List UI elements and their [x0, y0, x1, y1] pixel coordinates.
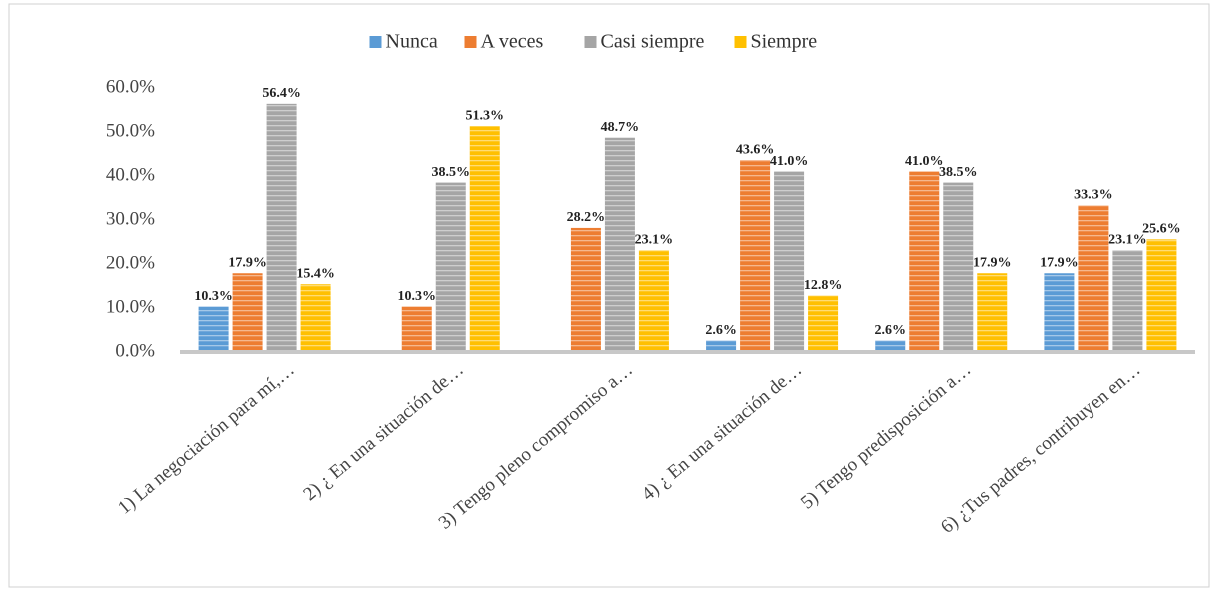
y-tick-label: 30.0%	[106, 208, 155, 229]
data-label: 51.3%	[466, 108, 505, 123]
data-label: 43.6%	[736, 142, 775, 157]
x-tick-label: 6) ¿Tus padres, contribuyen en…	[937, 359, 1144, 538]
data-label: 17.9%	[973, 255, 1012, 270]
legend-label: A veces	[481, 31, 544, 53]
x-tick-label: 3) Tengo pleno compromiso a…	[435, 359, 637, 533]
legend-swatch	[584, 36, 597, 48]
bar-texture	[740, 160, 771, 352]
legend-swatch	[369, 36, 382, 48]
bar-texture	[706, 340, 737, 352]
y-tick-label: 40.0%	[106, 164, 155, 185]
y-tick-label: 10.0%	[106, 296, 155, 317]
bar-texture	[1146, 239, 1177, 352]
bar-texture	[1078, 205, 1109, 352]
data-label: 38.5%	[939, 165, 978, 180]
bar-texture	[875, 340, 906, 352]
x-tick-label: 1) La negociación para mí,…	[114, 359, 298, 519]
data-label: 10.3%	[398, 289, 437, 304]
bar-texture	[943, 182, 974, 352]
data-label: 12.8%	[804, 278, 843, 293]
legend-label: Casi siempre	[601, 31, 705, 53]
legend-label: Siempre	[751, 31, 818, 53]
data-label: 23.1%	[1108, 233, 1147, 248]
data-label: 2.6%	[875, 323, 907, 338]
legend-swatch	[464, 36, 477, 48]
bar-texture	[435, 182, 466, 352]
data-label: 25.6%	[1142, 222, 1181, 237]
x-tick-label: 2) ¿ En una situación de…	[299, 359, 467, 505]
data-label: 23.1%	[635, 233, 674, 248]
legend-label: Nunca	[386, 31, 438, 53]
bar-texture	[300, 284, 331, 352]
x-tick-label: 4) ¿ En una situación de…	[638, 359, 806, 505]
data-label: 2.6%	[705, 323, 737, 338]
bar-texture	[638, 250, 669, 352]
data-label: 48.7%	[601, 120, 640, 135]
bar-texture	[909, 171, 940, 352]
bar-texture	[266, 103, 297, 352]
bar-texture	[1044, 273, 1075, 352]
y-tick-label: 20.0%	[106, 252, 155, 273]
y-tick-label: 50.0%	[106, 120, 155, 141]
y-tick-label: 60.0%	[106, 76, 155, 97]
data-label: 56.4%	[262, 86, 301, 101]
data-label: 41.0%	[905, 154, 944, 169]
bar-texture	[401, 306, 432, 352]
bar-texture	[570, 227, 601, 352]
y-tick-label: 0.0%	[115, 340, 155, 361]
bar-texture	[808, 295, 839, 352]
data-label: 17.9%	[1040, 255, 1079, 270]
bar-texture	[1112, 250, 1143, 352]
legend-swatch	[734, 36, 747, 48]
data-label: 41.0%	[770, 154, 809, 169]
data-label: 33.3%	[1074, 188, 1113, 203]
x-tick-label: 5) Tengo predisposición a…	[797, 359, 975, 513]
data-label: 38.5%	[432, 165, 471, 180]
bar-texture	[232, 273, 263, 352]
bar-texture	[604, 137, 635, 352]
bar-texture	[977, 273, 1008, 352]
data-label: 10.3%	[194, 289, 233, 304]
data-label: 17.9%	[228, 255, 267, 270]
bar-texture	[774, 171, 805, 352]
bar-texture	[469, 126, 500, 352]
data-label: 15.4%	[296, 266, 335, 281]
chart-border	[8, 3, 1210, 588]
data-label: 28.2%	[567, 210, 606, 225]
bar-texture	[198, 306, 229, 352]
